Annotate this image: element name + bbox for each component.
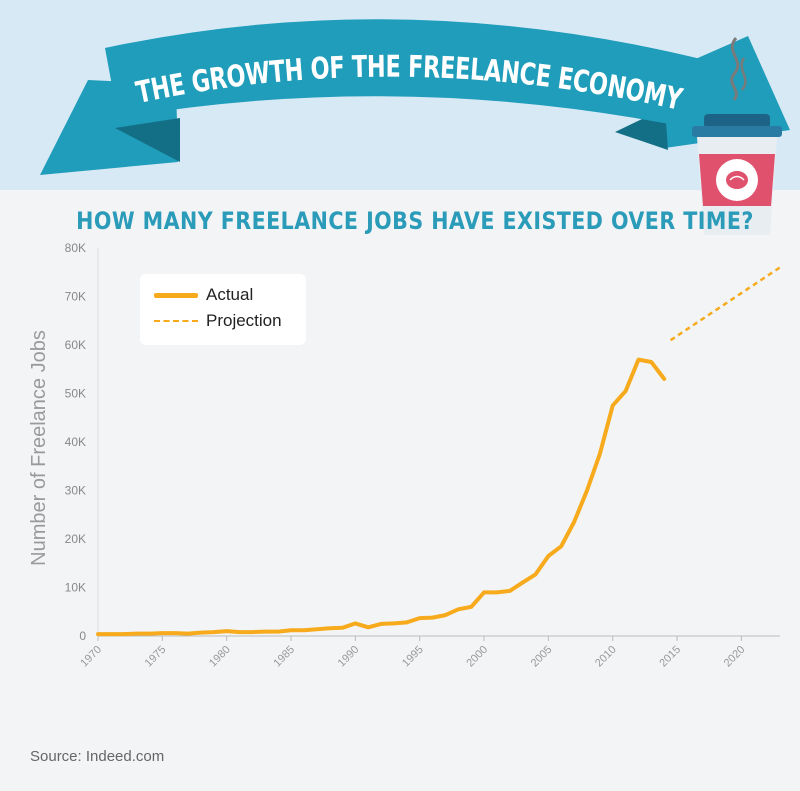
x-tick-label: 1975 <box>143 644 169 670</box>
x-tick-label: 1980 <box>207 644 233 670</box>
legend-swatch-projection <box>154 320 198 322</box>
y-tick-label: 30K <box>65 484 86 498</box>
y-tick-label: 40K <box>65 435 86 449</box>
x-tick-label: 1985 <box>271 644 297 670</box>
y-tick-label: 50K <box>65 387 86 401</box>
y-tick-label: 10K <box>65 581 86 595</box>
legend-label-projection: Projection <box>206 311 282 330</box>
x-tick-label: 1990 <box>336 644 362 670</box>
chart-legend: Actual Projection <box>140 274 306 345</box>
y-tick-label: 70K <box>65 290 86 304</box>
chart-title: HOW MANY FREELANCE JOBS HAVE EXISTED OVE… <box>76 207 754 235</box>
coffee-cup-icon <box>692 37 782 235</box>
x-tick-label: 2010 <box>593 644 619 670</box>
legend-label-actual: Actual <box>206 285 254 304</box>
y-axis-label: Number of Freelance Jobs <box>28 330 50 566</box>
x-tick-label: 2015 <box>657 644 683 670</box>
legend-item-projection: Projection <box>154 311 282 331</box>
x-tick-label: 1970 <box>78 644 104 670</box>
x-tick-label: 2020 <box>722 644 748 670</box>
x-tick-label: 2000 <box>464 644 490 670</box>
ribbon-body <box>105 19 705 129</box>
y-tick-label: 0 <box>79 629 86 643</box>
series-line-projection <box>669 266 781 342</box>
ribbon-left-fold <box>115 118 180 162</box>
source-note: Source: Indeed.com <box>30 748 165 765</box>
y-tick-label: 60K <box>65 338 86 352</box>
title-banner: THE GROWTH OF THE FREELANCE ECONOMY <box>40 19 790 175</box>
y-tick-label: 80K <box>65 241 86 255</box>
x-tick-label: 1995 <box>400 644 426 670</box>
series-line-actual <box>96 357 667 637</box>
legend-swatch-actual <box>154 292 198 298</box>
y-tick-label: 20K <box>65 532 86 546</box>
legend-item-actual: Actual <box>154 285 253 305</box>
x-tick-label: 2005 <box>529 644 555 670</box>
